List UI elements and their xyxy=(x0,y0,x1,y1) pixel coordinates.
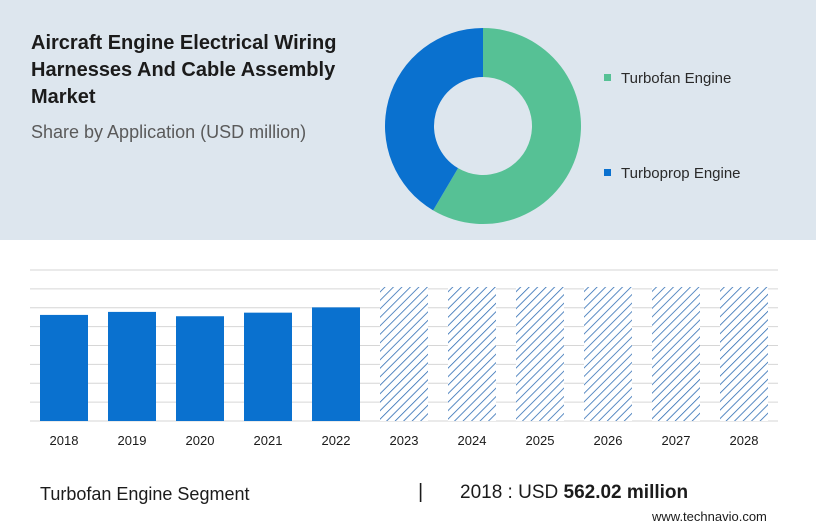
bar-2022 xyxy=(312,307,360,421)
legend-label-turbofan: Turbofan Engine xyxy=(621,70,732,87)
segment-value: 2018 : USD 562.02 million xyxy=(460,482,688,504)
donut-chart xyxy=(385,28,581,224)
x-tick-label-2024: 2024 xyxy=(458,433,487,448)
x-tick-label-2023: 2023 xyxy=(390,433,419,448)
x-tick-label-2018: 2018 xyxy=(50,433,79,448)
x-tick-label-2019: 2019 xyxy=(118,433,147,448)
x-tick-label-2026: 2026 xyxy=(594,433,623,448)
x-tick-label-2021: 2021 xyxy=(254,433,283,448)
x-tick-label-2028: 2028 xyxy=(730,433,759,448)
forecast-bar-2026 xyxy=(584,286,632,421)
legend-label-turboprop: Turboprop Engine xyxy=(621,165,741,182)
chart-title: Aircraft Engine Electrical Wiring Harnes… xyxy=(31,32,337,108)
x-tick-label-2022: 2022 xyxy=(322,433,351,448)
bar-2020 xyxy=(176,316,224,421)
bar-chart: 2018 2019 2020 2021 2022 2023 2024 2025 2026 2027… xyxy=(30,269,778,448)
segment-year: 2018 : USD xyxy=(460,482,564,503)
forecast-bar-2025 xyxy=(516,286,564,421)
chart-subtitle: Share by Application (USD million) xyxy=(31,122,307,142)
segment-value-amount: 562.02 million xyxy=(563,482,689,503)
x-tick-label-2020: 2020 xyxy=(186,433,215,448)
forecast-bar-2027 xyxy=(652,286,700,421)
site-url: www.technavio.com xyxy=(652,509,767,524)
x-tick-label-2025: 2025 xyxy=(526,433,555,448)
segment-label: Turbofan Engine Segment xyxy=(40,484,250,504)
donut-slice-turboprop-engine xyxy=(385,28,483,211)
bar-2019 xyxy=(108,311,156,421)
legend-swatch-turbofan xyxy=(604,73,611,81)
footer-separator: | xyxy=(418,481,424,503)
bar-2018 xyxy=(40,314,88,421)
forecast-bar-2024 xyxy=(448,286,496,421)
legend-item-turboprop: Turboprop Engine xyxy=(604,165,741,182)
bar-2021 xyxy=(244,312,292,421)
forecast-bar-2028 xyxy=(720,286,768,421)
legend-swatch-turboprop xyxy=(604,168,611,176)
forecast-bar-2023 xyxy=(380,286,428,421)
donut-slice-turbofan-engine xyxy=(433,28,581,224)
legend-item-turbofan: Turbofan Engine xyxy=(604,70,731,87)
x-tick-label-2027: 2027 xyxy=(662,433,691,448)
